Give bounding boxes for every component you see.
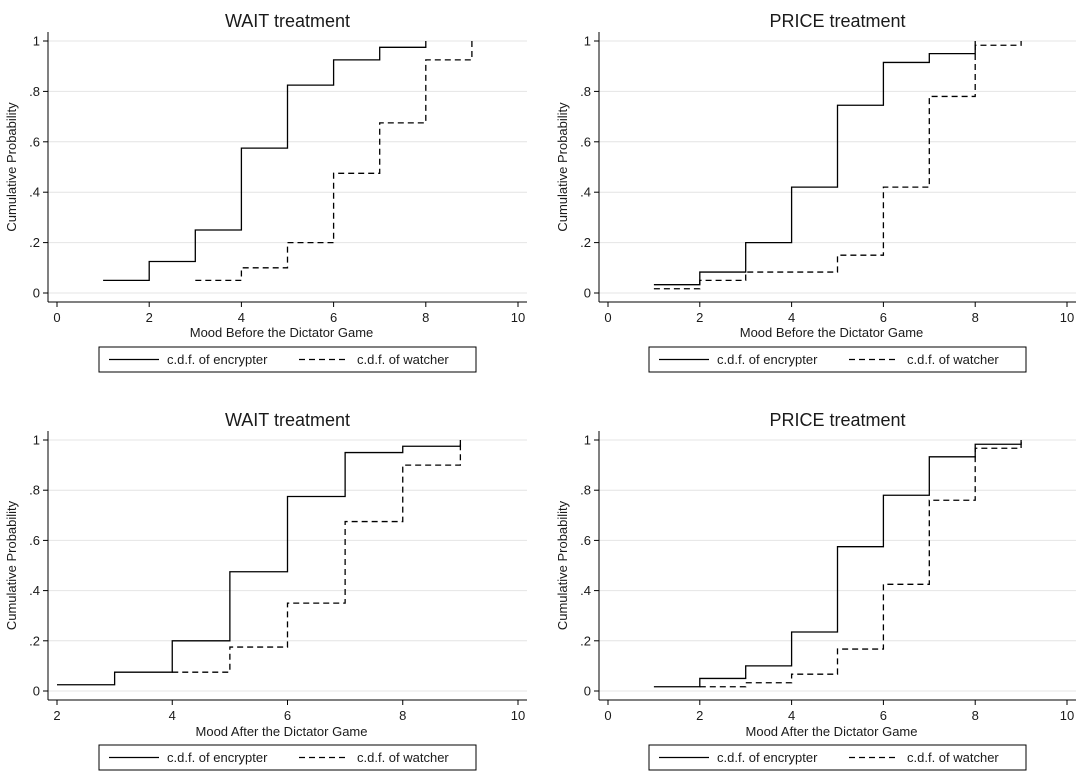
x-tick-label: 4 <box>238 310 245 325</box>
series-line-encrypter <box>103 41 426 280</box>
x-tick-label: 4 <box>788 708 795 723</box>
y-tick-label: .4 <box>580 583 591 598</box>
x-tick-label: 2 <box>53 708 60 723</box>
legend-label: c.d.f. of watcher <box>907 352 999 367</box>
legend-label: c.d.f. of encrypter <box>717 750 818 765</box>
legend-label: c.d.f. of watcher <box>357 750 449 765</box>
x-axis-label: Mood After the Dictator Game <box>196 724 368 739</box>
x-tick-label: 8 <box>422 310 429 325</box>
legend: c.d.f. of encrypter c.d.f. of watcher <box>99 347 476 372</box>
chart-title: WAIT treatment <box>225 410 350 430</box>
y-axis-label: Cumulative Probability <box>4 500 19 630</box>
y-tick-label: .2 <box>29 633 40 648</box>
x-axis-label: Mood Before the Dictator Game <box>190 325 374 340</box>
y-tick-label: 1 <box>33 34 40 49</box>
x-tick-label: 8 <box>972 708 979 723</box>
y-tick-label: .6 <box>580 533 591 548</box>
x-tick-label: 10 <box>1060 708 1074 723</box>
x-tick-label: 2 <box>696 310 703 325</box>
x-tick-label: 0 <box>53 310 60 325</box>
y-tick-label: 0 <box>584 286 591 301</box>
x-tick-label: 4 <box>788 310 795 325</box>
series-line-watcher <box>700 440 1021 687</box>
x-axis-label: Mood Before the Dictator Game <box>740 325 924 340</box>
x-tick-label: 10 <box>511 310 525 325</box>
x-tick-label: 8 <box>972 310 979 325</box>
y-tick-label: .4 <box>29 583 40 598</box>
y-tick-label: .8 <box>29 483 40 498</box>
y-tick-label: .2 <box>29 235 40 250</box>
y-tick-label: .4 <box>580 185 591 200</box>
legend-label: c.d.f. of watcher <box>907 750 999 765</box>
x-tick-label: 0 <box>604 708 611 723</box>
series-line-watcher <box>172 440 460 672</box>
y-tick-label: .2 <box>580 633 591 648</box>
y-tick-label: 0 <box>33 684 40 699</box>
y-tick-label: .6 <box>580 134 591 149</box>
x-tick-label: 6 <box>284 708 291 723</box>
y-tick-label: .2 <box>580 235 591 250</box>
x-tick-label: 10 <box>1060 310 1074 325</box>
x-tick-label: 6 <box>880 310 887 325</box>
y-tick-label: .8 <box>29 84 40 99</box>
chart-panel-3: 0 .2 .4 .6 .8 1 2 4 6 8 10 WAIT treatment Mood After… <box>4 410 527 770</box>
y-tick-label: 1 <box>584 433 591 448</box>
y-tick-label: 1 <box>584 34 591 49</box>
legend: c.d.f. of encrypter c.d.f. of watcher <box>649 347 1026 372</box>
y-tick-label: .4 <box>29 185 40 200</box>
y-tick-label: .6 <box>29 533 40 548</box>
x-tick-label: 0 <box>604 310 611 325</box>
x-axis-label: Mood After the Dictator Game <box>746 724 918 739</box>
chart-title: WAIT treatment <box>225 11 350 31</box>
y-axis-label: Cumulative Probability <box>555 102 570 232</box>
x-tick-label: 2 <box>696 708 703 723</box>
y-tick-label: .8 <box>580 84 591 99</box>
x-tick-label: 8 <box>399 708 406 723</box>
y-tick-label: 1 <box>33 433 40 448</box>
legend: c.d.f. of encrypter c.d.f. of watcher <box>99 745 476 770</box>
series-line-encrypter <box>654 41 975 285</box>
y-tick-label: 0 <box>584 684 591 699</box>
y-tick-label: .8 <box>580 483 591 498</box>
x-tick-label: 10 <box>511 708 525 723</box>
y-tick-label: 0 <box>33 286 40 301</box>
x-tick-label: 6 <box>880 708 887 723</box>
legend-label: c.d.f. of encrypter <box>167 352 268 367</box>
legend-label: c.d.f. of watcher <box>357 352 449 367</box>
x-tick-label: 6 <box>330 310 337 325</box>
y-tick-label: .6 <box>29 134 40 149</box>
chart-title: PRICE treatment <box>769 11 905 31</box>
x-tick-label: 4 <box>169 708 176 723</box>
x-tick-label: 2 <box>146 310 153 325</box>
legend: c.d.f. of encrypter c.d.f. of watcher <box>649 745 1026 770</box>
legend-label: c.d.f. of encrypter <box>167 750 268 765</box>
legend-label: c.d.f. of encrypter <box>717 352 818 367</box>
y-axis-label: Cumulative Probability <box>555 500 570 630</box>
chart-title: PRICE treatment <box>769 410 905 430</box>
y-axis-label: Cumulative Probability <box>4 102 19 232</box>
series-line-encrypter <box>57 440 460 685</box>
